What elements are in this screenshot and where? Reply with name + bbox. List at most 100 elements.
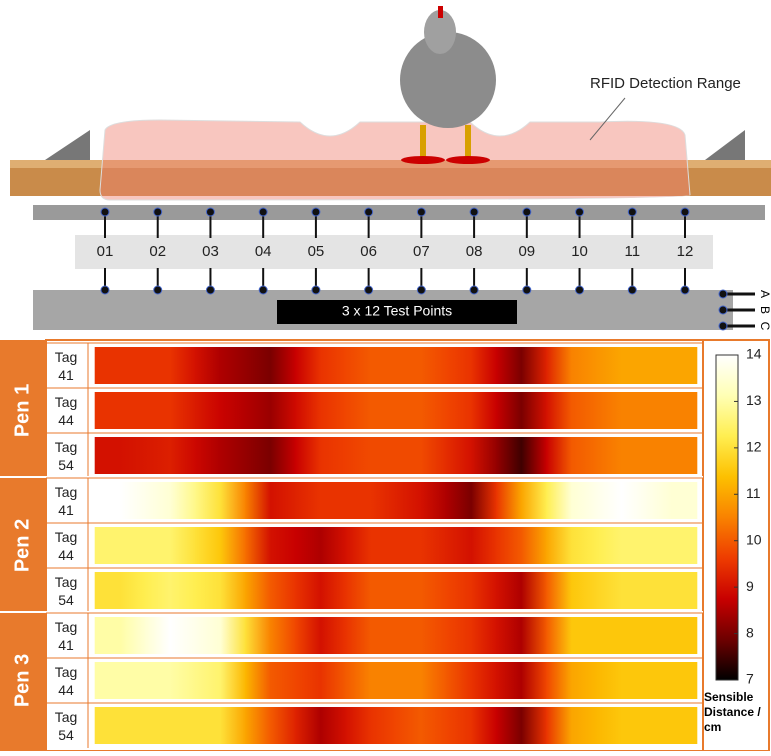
pin-head — [259, 286, 267, 294]
heat-cell — [647, 392, 698, 429]
heat-cell — [396, 392, 447, 429]
chicken-foot — [401, 156, 445, 164]
heat-cell — [295, 392, 346, 429]
row-pin-head — [719, 290, 727, 298]
heat-cell — [596, 347, 647, 384]
heat-cell — [446, 482, 497, 519]
colorbar — [716, 355, 738, 680]
tag-label: Tag 54 — [54, 705, 78, 744]
colorbar-tick-label: 14 — [746, 346, 762, 362]
heat-cell — [295, 437, 346, 474]
heat-cell — [295, 707, 346, 744]
test-point-label: 06 — [360, 243, 377, 260]
pin-head — [628, 286, 636, 294]
label-band — [75, 235, 713, 269]
row-label: A — [758, 290, 771, 298]
heat-cell — [346, 572, 397, 609]
heat-cell — [396, 572, 447, 609]
heat-cell — [195, 707, 246, 744]
heat-cell — [245, 347, 296, 384]
heat-cell — [596, 617, 647, 654]
chicken-leg — [420, 125, 426, 160]
heat-cell — [446, 392, 497, 429]
heat-cell — [95, 662, 146, 699]
heat-cell — [647, 707, 698, 744]
pen-label: Pen 3 — [11, 654, 33, 707]
heat-cell — [346, 617, 397, 654]
test-point-label: 09 — [518, 243, 535, 260]
test-point-label: 08 — [466, 243, 483, 260]
chicken-comb — [438, 6, 443, 18]
tag-label: Tag 44 — [54, 660, 78, 699]
heat-cell — [195, 437, 246, 474]
heat-cell — [446, 347, 497, 384]
heat-cell — [95, 437, 146, 474]
test-point-label: 03 — [202, 243, 219, 260]
heat-cell — [496, 662, 547, 699]
colorbar-tick-label: 9 — [746, 578, 754, 594]
heat-cell — [446, 527, 497, 564]
heat-cell — [647, 527, 698, 564]
pin-head — [206, 208, 214, 216]
stand-right — [705, 130, 745, 160]
heat-cell — [95, 617, 146, 654]
caption: 3 x 12 Test Points — [342, 303, 452, 319]
heat-cell — [145, 347, 196, 384]
pen-label: Pen 2 — [11, 519, 33, 572]
test-point-label: 07 — [413, 243, 430, 260]
heat-cell — [295, 572, 346, 609]
heat-cell — [295, 662, 346, 699]
heat-cell — [396, 527, 447, 564]
heat-cell — [346, 392, 397, 429]
heat-cell — [295, 482, 346, 519]
heat-cell — [95, 392, 146, 429]
heat-cell — [145, 437, 196, 474]
heat-cell — [245, 482, 296, 519]
tag-label: Tag 41 — [54, 480, 78, 519]
tag-label: Tag 41 — [54, 345, 78, 384]
row-label: C — [758, 322, 771, 331]
heat-cell — [647, 617, 698, 654]
colorbar-tick-label: 10 — [746, 531, 762, 547]
heat-cell — [195, 527, 246, 564]
heat-cell — [346, 482, 397, 519]
heat-cell — [446, 572, 497, 609]
heat-cell — [145, 617, 196, 654]
test-point-label: 04 — [255, 243, 272, 260]
heat-cell — [95, 572, 146, 609]
heat-cell — [95, 527, 146, 564]
heat-cell — [647, 482, 698, 519]
heat-cell — [346, 347, 397, 384]
pen-label: Pen 1 — [11, 384, 33, 437]
heat-cell — [145, 527, 196, 564]
pin-head — [576, 208, 584, 216]
heat-cell — [496, 527, 547, 564]
heat-cell — [496, 392, 547, 429]
heat-cell — [145, 392, 196, 429]
tag-label: Tag 44 — [54, 390, 78, 429]
heat-cell — [245, 662, 296, 699]
heat-cell — [245, 707, 296, 744]
chicken-foot — [446, 156, 490, 164]
heat-cell — [195, 482, 246, 519]
test-point-label: 01 — [97, 243, 114, 260]
heat-cell — [647, 347, 698, 384]
figure: RFID Detection Range 3 x 12 Test Points … — [0, 0, 771, 751]
heat-cell — [396, 707, 447, 744]
heat-cell — [396, 662, 447, 699]
pin-head — [101, 286, 109, 294]
colorbar-tick-label: 13 — [746, 392, 762, 408]
heat-cell — [596, 392, 647, 429]
row-pin-head — [719, 306, 727, 314]
heat-cell — [496, 617, 547, 654]
pin-head — [101, 208, 109, 216]
colorbar-tick-label: 11 — [746, 485, 761, 501]
pin-head — [470, 286, 478, 294]
detection-range — [100, 120, 690, 200]
heat-cell — [596, 482, 647, 519]
colorbar-label: Sensible Distance / cm — [704, 690, 768, 735]
pin-head — [154, 208, 162, 216]
pin-head — [312, 208, 320, 216]
row-pin-head — [719, 322, 727, 330]
heat-cell — [446, 707, 497, 744]
